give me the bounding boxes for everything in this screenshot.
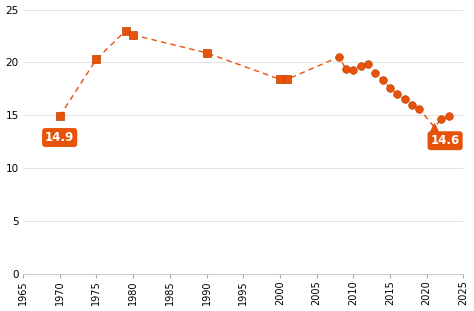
Text: 14.9: 14.9 <box>45 131 74 144</box>
Text: 14.6: 14.6 <box>430 134 460 147</box>
